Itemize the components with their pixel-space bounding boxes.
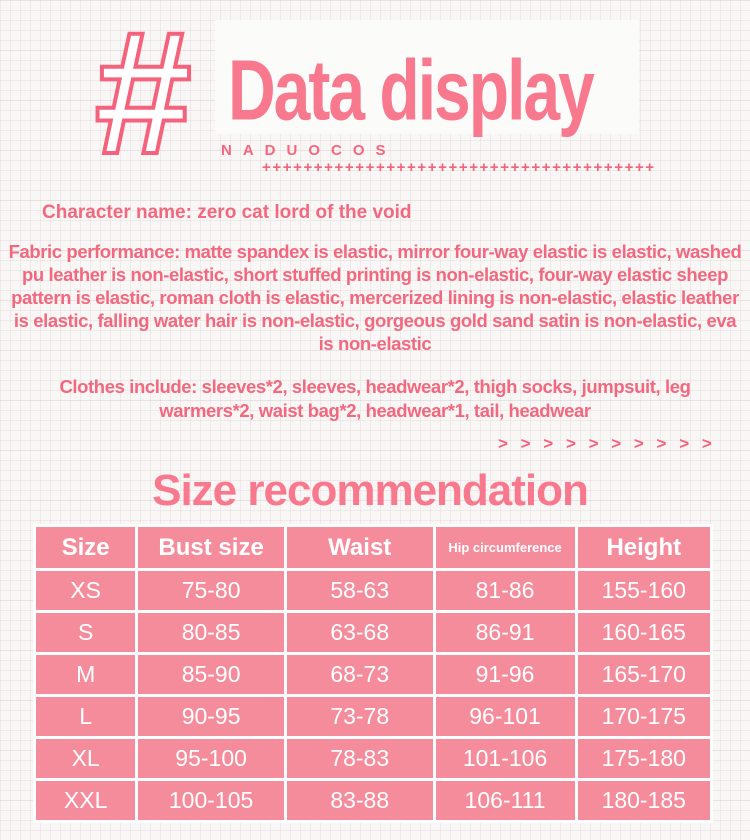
size-row-xxl: XXL 100-105 83-88 106-111 180-185: [36, 781, 710, 820]
page-title: Data display: [228, 41, 595, 138]
clothes-include-text: Clothes include: sleeves*2, sleeves, hea…: [59, 376, 691, 421]
column-header-bust-size: Bust size: [138, 527, 284, 568]
table-cell: 155-160: [577, 571, 710, 610]
size-row-l: L 90-95 73-78 96-101 170-175: [36, 697, 710, 736]
table-cell: XS: [36, 571, 136, 610]
table-cell: 96-101: [435, 697, 575, 736]
table-cell: 90-95: [138, 697, 284, 736]
table-cell: 80-85: [138, 613, 284, 652]
table-cell: 78-83: [286, 739, 433, 778]
plus-divider: ++++++++++++++++++++++++++++++++++++++: [262, 159, 656, 176]
table-cell: 91-96: [435, 655, 575, 694]
fabric-performance-text: Fabric performance: matte spandex is ela…: [8, 241, 742, 354]
table-cell: L: [36, 697, 136, 736]
column-header-height: Height: [577, 527, 710, 568]
size-table: Size Bust size Waist Hip circumference Heigh…: [33, 524, 713, 823]
table-cell: 170-175: [577, 697, 710, 736]
table-cell: 58-63: [286, 571, 433, 610]
table-cell: 100-105: [138, 781, 284, 820]
column-header-size: Size: [36, 527, 136, 568]
hashtag-icon: #: [90, 0, 191, 191]
table-cell: 83-88: [286, 781, 433, 820]
size-row-xl: XL 95-100 78-83 101-106 175-180: [36, 739, 710, 778]
table-cell: 165-170: [577, 655, 710, 694]
size-row-m: M 85-90 68-73 91-96 165-170: [36, 655, 710, 694]
table-cell: 86-91: [435, 613, 575, 652]
title-background-box: [215, 20, 639, 134]
table-cell: 68-73: [286, 655, 433, 694]
table-cell: XL: [36, 739, 136, 778]
table-cell: 106-111: [435, 781, 575, 820]
size-row-s: S 80-85 63-68 86-91 160-165: [36, 613, 710, 652]
brand-name: NADUOCOS: [221, 142, 397, 159]
size-table-header-row: Size Bust size Waist Hip circumference Heigh…: [36, 527, 710, 568]
table-cell: 175-180: [577, 739, 710, 778]
size-table-body: XS 75-80 58-63 81-86 155-160 S 80-85 63-68 86-91…: [36, 571, 710, 820]
table-cell: 160-165: [577, 613, 710, 652]
table-cell: 73-78: [286, 697, 433, 736]
character-name-text: Character name: zero cat lord of the voi…: [42, 202, 412, 223]
chevron-divider: > > > > > > > > > >: [498, 434, 716, 453]
table-cell: 75-80: [138, 571, 284, 610]
column-header-hip-circumference: Hip circumference: [435, 527, 575, 568]
size-table-header: Size Bust size Waist Hip circumference Heigh…: [36, 527, 710, 568]
table-cell: 63-68: [286, 613, 433, 652]
table-cell: M: [36, 655, 136, 694]
table-cell: 85-90: [138, 655, 284, 694]
table-cell: 101-106: [435, 739, 575, 778]
size-section-title: Size recommendation: [152, 466, 589, 515]
table-cell: XXL: [36, 781, 136, 820]
table-cell: S: [36, 613, 136, 652]
table-cell: 81-86: [435, 571, 575, 610]
column-header-waist: Waist: [286, 527, 433, 568]
table-cell: 95-100: [138, 739, 284, 778]
size-row-xs: XS 75-80 58-63 81-86 155-160: [36, 571, 710, 610]
table-cell: 180-185: [577, 781, 710, 820]
